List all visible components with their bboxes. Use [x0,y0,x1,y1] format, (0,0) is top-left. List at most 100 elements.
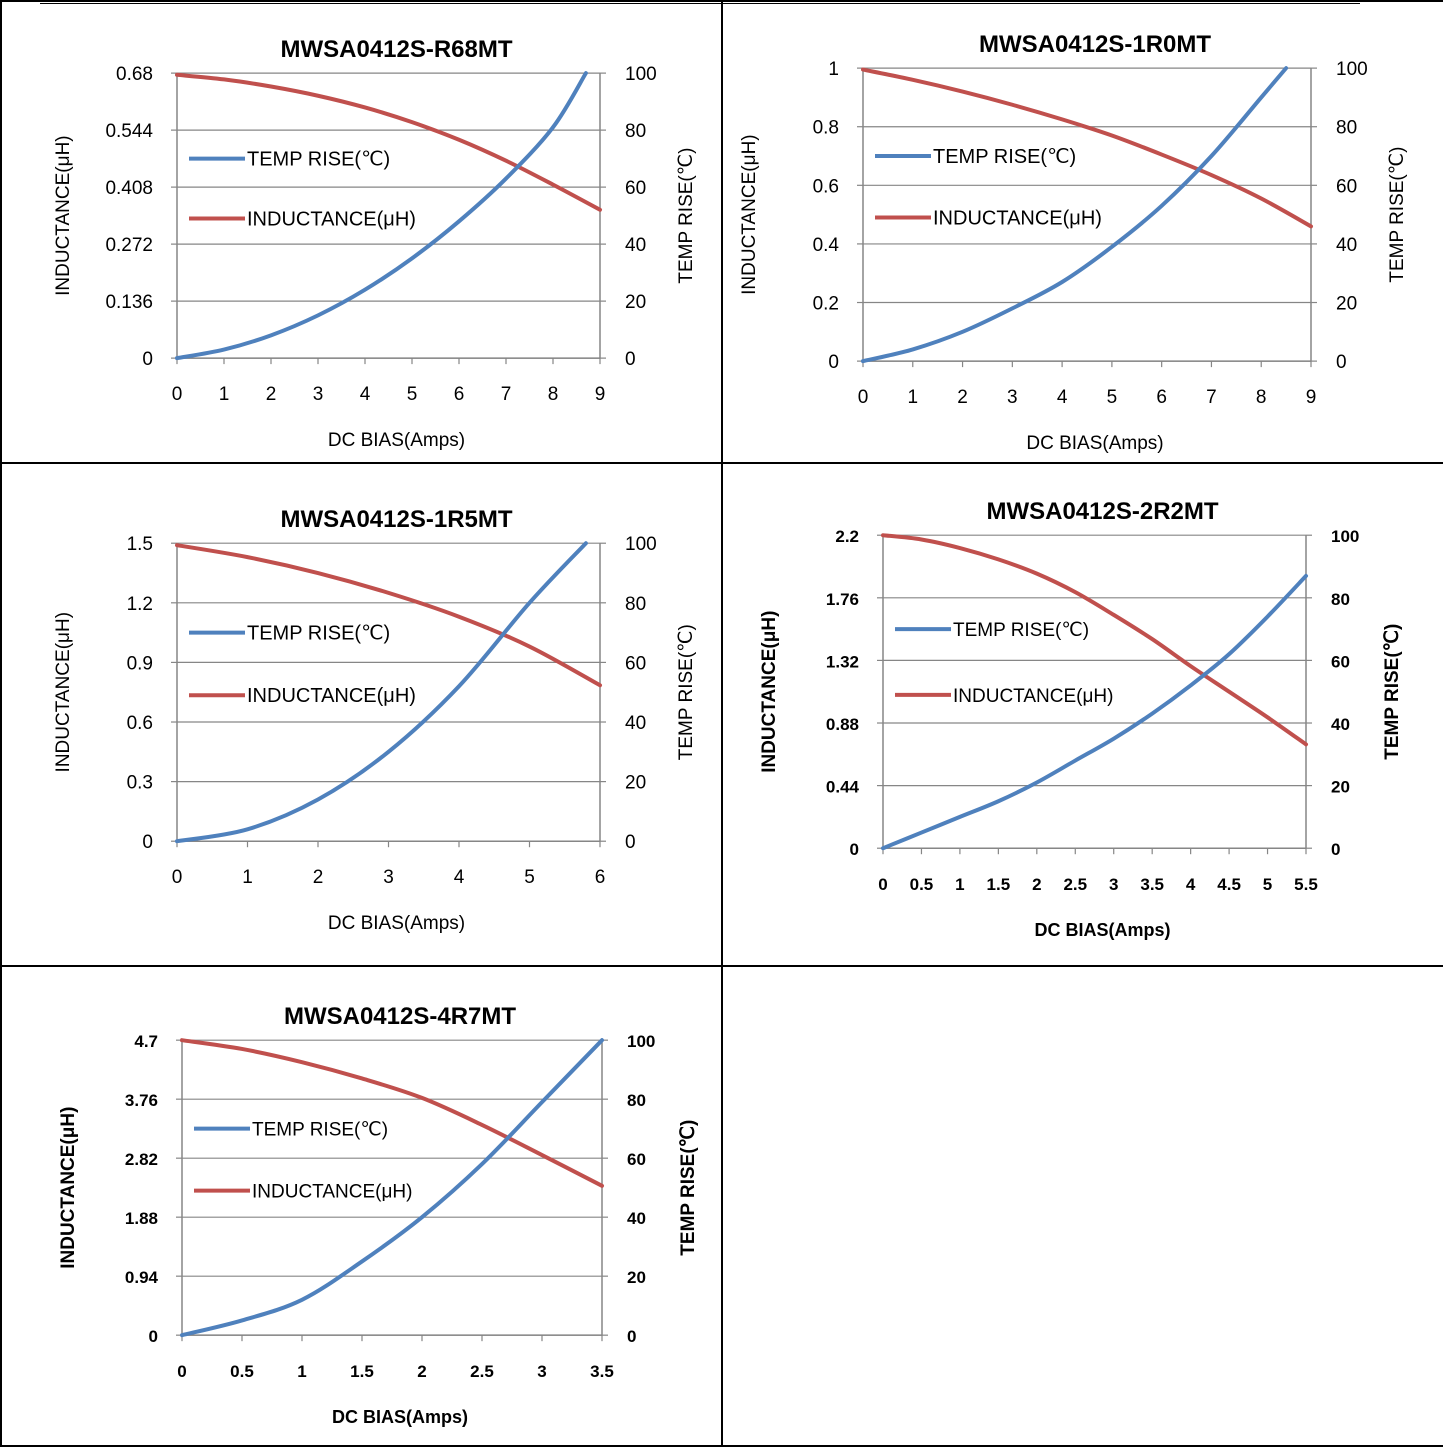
y-right-tick-label: 60 [627,1150,646,1169]
y-left-tick-label: 0 [142,832,153,853]
y-right-tick-label: 20 [627,1268,646,1287]
legend-temp-label: TEMP RISE(℃) [953,620,1089,641]
x-tick-label: 4 [360,384,371,405]
y-left-tick-label: 0.272 [105,235,153,256]
y-right-tick-label: 100 [1331,527,1359,546]
x-tick-label: 5 [1107,387,1118,408]
x-tick-label: 0 [858,387,869,408]
x-axis-label: DC BIAS(Amps) [1026,433,1163,454]
legend-temp-label: TEMP RISE(℃) [247,623,390,645]
y-right-axis-label: TEMP RISE(℃) [1387,147,1408,283]
y-left-tick-label: 0.6 [127,713,153,734]
y-left-tick-label: 3.76 [125,1091,158,1110]
y-left-axis-label: INDUCTANCE(μH) [739,134,760,294]
y-right-tick-label: 100 [627,1032,655,1051]
inductance-line [180,1037,604,1188]
chart-4r7: MWSA0412S-4R7MT00.941.882.823.764.702040… [58,1003,699,1427]
x-tick-label: 2.5 [470,1362,494,1381]
x-axis-label: DC BIAS(Amps) [328,913,465,934]
y-right-tick-label: 80 [627,1091,646,1110]
x-tick-label: 9 [595,384,606,405]
y-right-tick-label: 20 [1336,294,1357,315]
x-tick-label: 5 [524,867,535,888]
y-left-tick-label: 0.88 [826,715,859,734]
y-left-tick-label: 0.9 [127,654,153,675]
x-axis-label: DC BIAS(Amps) [328,430,465,451]
y-right-tick-label: 0 [1336,352,1347,373]
x-tick-label: 1 [955,875,964,894]
x-tick-label: 2 [1032,875,1041,894]
y-left-tick-label: 0.6 [813,176,839,197]
x-tick-label: 6 [595,867,606,888]
y-right-tick-label: 100 [625,534,657,555]
x-tick-label: 6 [454,384,465,405]
chart-1r0: MWSA0412S-1R0MT00.20.40.60.8102040608010… [739,31,1408,454]
x-tick-label: 7 [501,384,512,405]
y-right-tick-label: 0 [625,349,636,370]
y-left-tick-label: 1.5 [127,534,153,555]
y-left-axis-label: INDUCTANCE(μH) [759,611,780,773]
y-left-axis-label: INDUCTANCE(μH) [53,612,74,772]
x-tick-label: 2.5 [1063,875,1087,894]
y-right-tick-label: 40 [625,235,646,256]
y-left-tick-label: 0 [850,840,859,859]
y-right-tick-label: 60 [625,178,646,199]
y-right-tick-label: 40 [625,713,646,734]
y-left-tick-label: 0.408 [105,178,153,199]
y-right-tick-label: 40 [1336,235,1357,256]
y-left-tick-label: 1 [828,59,839,80]
y-right-tick-label: 0 [625,832,636,853]
chart-title: MWSA0412S-2R2MT [986,498,1218,525]
x-tick-label: 1 [219,384,230,405]
x-tick-label: 2 [957,387,968,408]
x-tick-label: 3 [537,1362,546,1381]
empty-cell [721,964,1443,1447]
x-tick-label: 9 [1306,387,1317,408]
y-right-tick-label: 100 [625,64,657,85]
y-left-axis-label: INDUCTANCE(μH) [58,1106,79,1268]
x-tick-label: 4 [1057,387,1068,408]
y-right-tick-label: 20 [625,292,646,313]
x-tick-label: 1 [907,387,918,408]
y-right-tick-label: 20 [625,773,646,794]
x-tick-label: 1.5 [987,875,1011,894]
legend-inductance-label: INDUCTANCE(μH) [247,685,416,707]
x-tick-label: 3 [313,384,324,405]
chart-1r5: MWSA0412S-1R5MT00.30.60.91.21.5020406080… [53,506,697,934]
legend-temp-label: TEMP RISE(℃) [933,146,1076,168]
x-tick-label: 0.5 [910,875,934,894]
legend-temp-label: TEMP RISE(℃) [247,149,390,171]
x-tick-label: 7 [1206,387,1217,408]
y-left-tick-label: 4.7 [134,1032,158,1051]
x-tick-label: 2 [313,867,324,888]
x-tick-label: 1.5 [350,1362,374,1381]
x-tick-label: 2 [417,1362,426,1381]
chart-title: MWSA0412S-4R7MT [284,1003,516,1030]
x-tick-label: 4 [454,867,465,888]
inductance-line [175,543,602,688]
x-tick-label: 0 [172,384,183,405]
y-right-tick-label: 80 [625,121,646,142]
temp-rise-line [180,1037,604,1337]
legend-inductance-label: INDUCTANCE(μH) [252,1181,412,1202]
chart-title: MWSA0412S-R68MT [280,36,512,63]
chart-cell-4: MWSA0412S-2R2MT 0 0.44 0.88 1.32 1.76 2.2 0 20 40… [721,462,1443,967]
y-right-axis-label: TEMP RISE(℃) [676,624,697,760]
chart-2r2: MWSA0412S-2R2MT00.440.881.321.762.202040… [759,498,1403,940]
legend-inductance-label: INDUCTANCE(μH) [247,208,416,230]
x-tick-label: 2 [266,384,277,405]
y-left-tick-label: 0 [149,1327,158,1346]
temp-rise-line [175,71,588,361]
chart-r68: MWSA0412S-R68MT 0 0.136 0.272 0.408 0.544 0.68… [53,36,697,451]
y-left-axis-label: INDUCTANCE(μH) [53,135,74,295]
y-right-tick-label: 0 [627,1327,636,1346]
x-tick-label: 8 [1256,387,1267,408]
y-right-tick-label: 20 [1331,778,1350,797]
y-left-tick-label: 0.4 [813,235,840,256]
chart-cell-3: MWSA0412S-1R5MT 0 0.3 0.6 0.9 1.2 1.5 0 20 40 60 80… [0,462,723,967]
y-left-tick-label: 0.68 [116,64,153,85]
y-right-tick-label: 100 [1336,59,1368,80]
y-left-tick-label: 1.32 [826,653,859,672]
inductance-line [861,67,1313,229]
